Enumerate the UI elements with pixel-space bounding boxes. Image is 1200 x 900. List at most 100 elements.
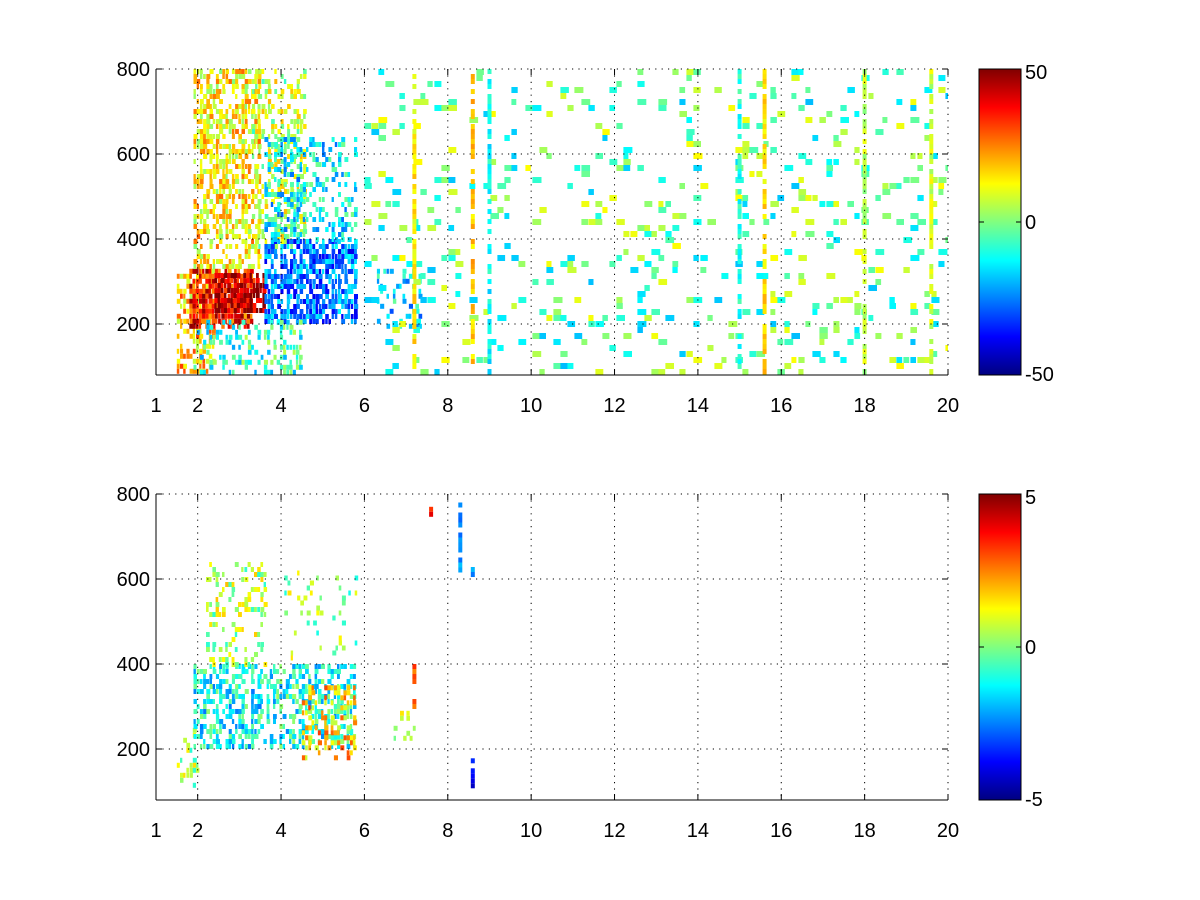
heatmap-streak-cell — [412, 669, 417, 674]
heatmap-cell — [176, 348, 180, 354]
heatmap-streak-cell — [929, 94, 934, 99]
heatmap-cell — [609, 345, 616, 351]
heatmap-cell — [861, 255, 867, 261]
heatmap-cell — [334, 259, 339, 264]
heatmap-cell — [251, 729, 254, 734]
heatmap-cell — [222, 249, 225, 254]
heatmap-cell — [910, 177, 920, 183]
heatmap-cell — [235, 724, 238, 729]
heatmap-cell — [311, 699, 315, 704]
heatmap-cell — [274, 177, 277, 182]
heatmap-cell — [334, 244, 338, 249]
heatmap-cell — [244, 239, 248, 244]
heatmap-streak-cell — [412, 249, 417, 254]
heatmap-cell — [206, 694, 210, 699]
heatmap-streak-cell — [929, 74, 934, 79]
heatmap-cell — [296, 177, 301, 182]
heatmap-cell — [208, 288, 211, 294]
x-tick-label: 12 — [603, 820, 625, 842]
heatmap-cell — [277, 239, 281, 244]
heatmap-cell — [206, 319, 211, 325]
heatmap-cell — [798, 177, 804, 183]
heatmap-cell — [735, 147, 745, 153]
heatmap-cell — [455, 249, 461, 255]
heatmap-cell — [317, 679, 322, 684]
heatmap-cell — [296, 217, 299, 222]
heatmap-cell — [290, 294, 293, 299]
heatmap-cell — [215, 582, 219, 587]
heatmap-cell — [267, 149, 272, 154]
heatmap-cell — [219, 229, 223, 234]
heatmap-cell — [376, 268, 380, 274]
heatmap-cell — [295, 319, 299, 325]
heatmap-cell — [338, 299, 342, 304]
heatmap-cell — [287, 234, 290, 239]
heatmap-cell — [264, 274, 268, 279]
heatmap-cell — [299, 274, 304, 279]
heatmap-cell — [228, 229, 233, 234]
heatmap-cell — [212, 328, 216, 334]
heatmap-cell — [267, 274, 272, 279]
heatmap-cell — [260, 694, 263, 699]
heatmap-cell — [330, 740, 335, 746]
heatmap-cell — [215, 334, 219, 340]
heatmap-cell — [264, 309, 268, 314]
heatmap-cell — [333, 704, 338, 709]
heatmap-cell — [231, 709, 235, 714]
heatmap-cell — [254, 734, 259, 739]
heatmap-cell — [338, 157, 342, 162]
heatmap-cell — [346, 735, 351, 741]
heatmap-cell — [756, 261, 764, 267]
heatmap-cell — [209, 684, 214, 689]
heatmap-cell — [257, 704, 262, 709]
heatmap-cell — [347, 304, 351, 309]
heatmap-cell — [193, 74, 197, 79]
heatmap-streak-cell — [487, 164, 492, 169]
heatmap-cell — [298, 669, 302, 674]
heatmap-cell — [290, 309, 294, 314]
heatmap-cell — [202, 318, 206, 324]
heatmap-cell — [209, 359, 214, 365]
heatmap-cell — [546, 315, 553, 321]
heatmap-streak-cell — [929, 179, 934, 184]
heatmap-cell — [257, 154, 262, 159]
heatmap-cell — [269, 669, 273, 674]
heatmap-cell — [274, 134, 278, 139]
heatmap-cell — [251, 724, 254, 729]
heatmap-cell — [882, 117, 888, 123]
heatmap-cell — [219, 129, 224, 134]
heatmap-cell — [328, 264, 333, 269]
heatmap-cell — [378, 69, 385, 75]
heatmap-cell — [261, 69, 265, 74]
heatmap-cell — [602, 129, 610, 135]
heatmap-cell — [290, 94, 294, 99]
heatmap-cell — [350, 212, 355, 217]
heatmap-cell — [309, 182, 314, 187]
heatmap-cell — [343, 724, 346, 729]
heatmap-cell — [254, 124, 257, 129]
heatmap-cell — [206, 214, 209, 219]
heatmap-cell — [346, 690, 351, 696]
x-tick-label: 16 — [770, 820, 792, 842]
heatmap-streak-cell — [487, 279, 492, 284]
heatmap-cell — [258, 74, 262, 79]
heatmap-cell — [225, 359, 228, 365]
heatmap-cell — [176, 313, 181, 319]
heatmap-cell — [287, 590, 292, 596]
heatmap-streak-cell — [412, 109, 417, 114]
heatmap-cell — [292, 349, 296, 355]
heatmap-cell — [260, 622, 263, 627]
heatmap-cell — [644, 201, 653, 207]
heatmap-cell — [280, 184, 285, 189]
heatmap-streak-cell — [412, 214, 417, 219]
heatmap-cell — [280, 152, 283, 157]
heatmap-cell — [183, 303, 186, 309]
heatmap-cell — [322, 142, 325, 147]
heatmap-cell — [251, 234, 256, 239]
heatmap-cell — [237, 268, 240, 274]
heatmap-cell — [263, 582, 266, 587]
heatmap-cell — [386, 323, 391, 329]
heatmap-cell — [309, 249, 312, 254]
heatmap-cell — [203, 679, 207, 684]
heatmap-cell — [241, 69, 245, 74]
